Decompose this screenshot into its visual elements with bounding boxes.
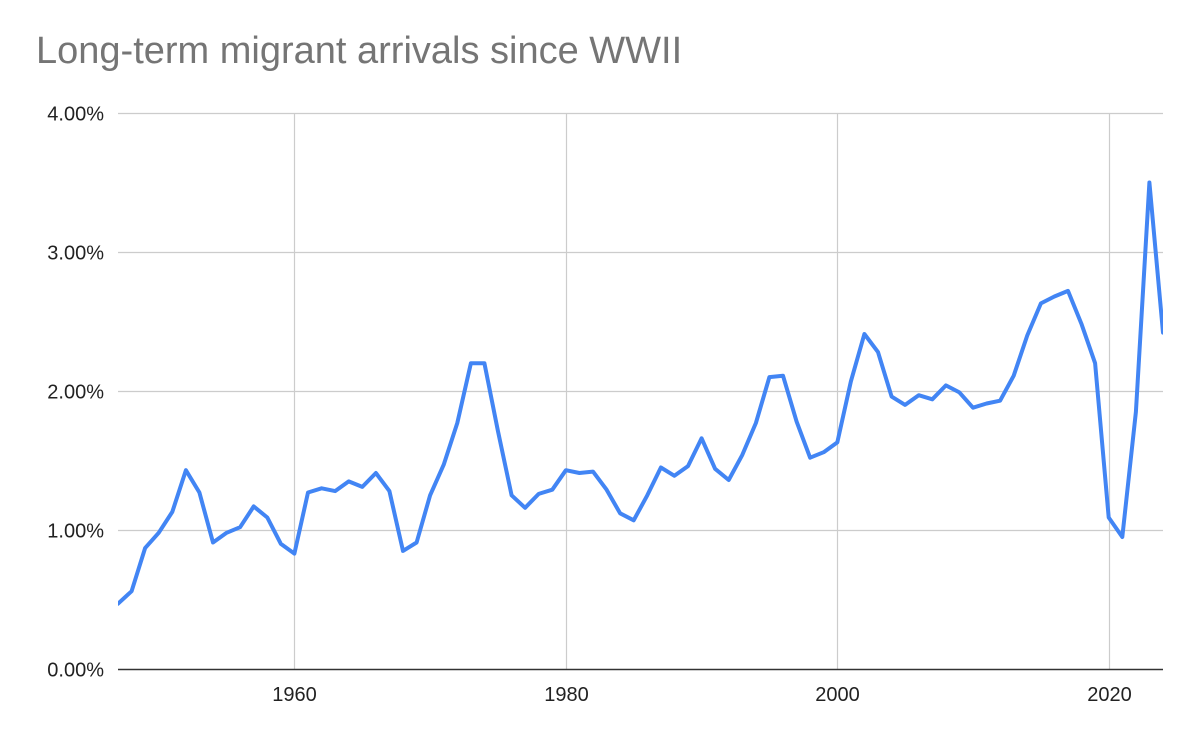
tick-labels: 0.00% 1.00% 2.00% 3.00% 4.00% 1960 1980 2000 202… xyxy=(47,104,1131,707)
y-tick-label: 3.00% xyxy=(47,243,104,265)
chart-title: Long-term migrant arrivals since WWII xyxy=(36,30,683,72)
x-tick-label: 1980 xyxy=(544,684,589,706)
y-tick-label: 0.00% xyxy=(47,660,104,682)
y-tick-label: 2.00% xyxy=(47,382,104,404)
x-tick-label: 2020 xyxy=(1087,684,1132,706)
x-tick-label: 2000 xyxy=(815,684,860,706)
series-line xyxy=(118,180,1163,606)
y-tick-label: 1.00% xyxy=(47,521,104,543)
gridlines xyxy=(118,112,1163,669)
x-tick-label: 1960 xyxy=(272,684,317,706)
series-layer xyxy=(118,180,1163,606)
y-tick-label: 4.00% xyxy=(47,104,104,126)
